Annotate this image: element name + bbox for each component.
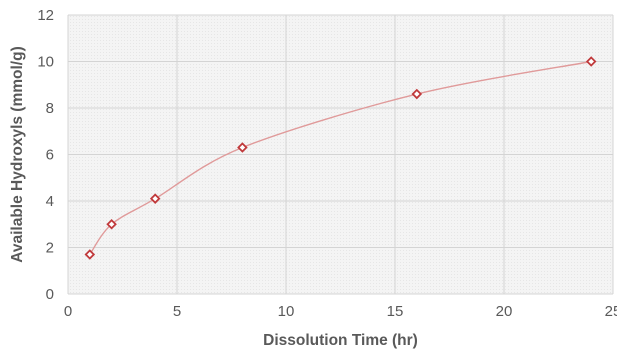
x-tick-label: 25 — [605, 303, 617, 320]
y-gridlines — [68, 14, 613, 295]
data-point — [84, 249, 96, 260]
y-tick-label: 4 — [46, 193, 54, 210]
y-tick-label: 2 — [46, 240, 54, 257]
data-point — [106, 218, 117, 230]
y-tick-label: 12 — [37, 7, 54, 24]
x-tick-label: 20 — [496, 303, 513, 320]
y-tick-label: 0 — [46, 286, 54, 303]
y-tick-label: 8 — [46, 100, 54, 117]
data-markers — [84, 56, 597, 260]
x-tick-label: 15 — [387, 303, 404, 320]
x-tick-label: 0 — [64, 303, 72, 320]
data-point — [411, 88, 423, 100]
y-tick-labels: 0 2 4 6 8 10 12 — [37, 7, 54, 303]
data-point — [585, 56, 597, 67]
x-tick-label: 10 — [278, 303, 295, 320]
x-axis-title: Dissolution Time (hr) — [263, 332, 418, 349]
y-tick-label: 6 — [46, 147, 54, 164]
x-tick-labels: 0 5 10 15 20 25 — [64, 303, 617, 320]
data-point — [149, 193, 161, 204]
y-tick-label: 10 — [37, 54, 54, 71]
y-axis-title: Available Hydroxyls (mmol/g) — [9, 46, 26, 263]
data-point — [237, 142, 248, 153]
x-tick-label: 5 — [173, 303, 181, 320]
